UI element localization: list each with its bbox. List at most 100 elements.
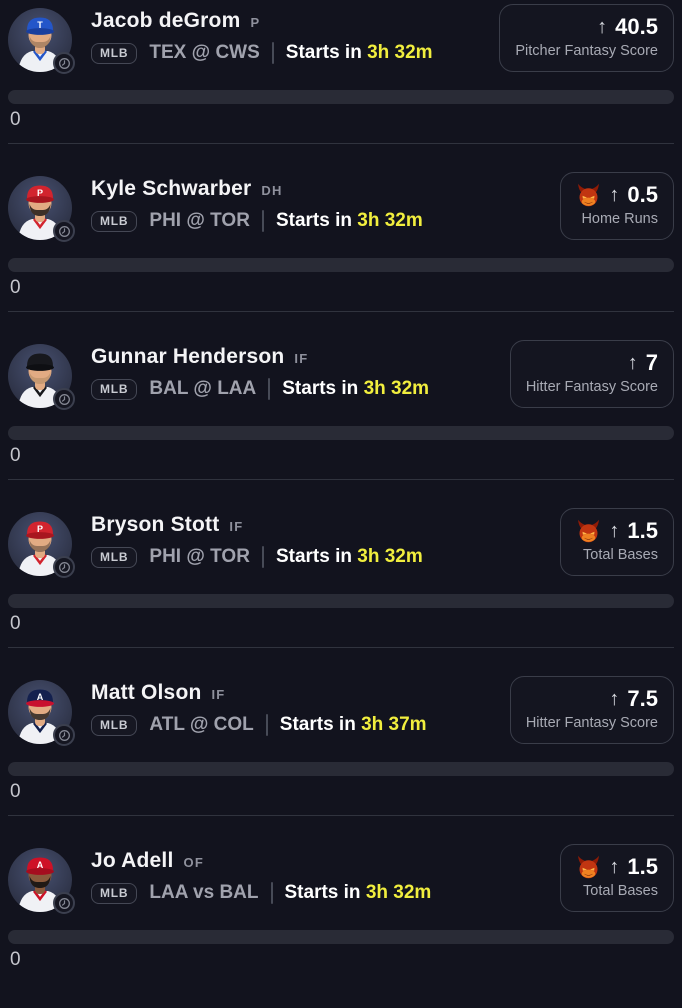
start-countdown: 3h 32m <box>363 378 430 399</box>
progress-bar <box>8 258 674 272</box>
start-time: Starts in 3h 37m <box>279 714 427 735</box>
player-photo-illustration: P <box>18 185 62 240</box>
progress-bar <box>8 90 674 104</box>
progress-bar <box>8 762 674 776</box>
start-time: Starts in 3h 32m <box>285 42 433 63</box>
player-card[interactable]: P Kyle Schwarber DH MLB PHI @ TOR Starts… <box>0 168 682 336</box>
player-card[interactable]: T Jacob deGrom P MLB TEX @ CWS Starts in… <box>0 0 682 168</box>
player-avatar: A <box>8 680 75 746</box>
progress-value: 0 <box>10 109 21 130</box>
matchup: TEX @ CWS <box>149 42 260 63</box>
section-divider <box>8 479 674 480</box>
league-badge: MLB <box>91 714 138 736</box>
start-time: Starts in 3h 32m <box>282 378 430 399</box>
arrow-up-icon: ↑ <box>627 352 638 375</box>
player-name: Matt Olson <box>91 681 202 704</box>
stat-projection-box[interactable]: ↑ 40.5 Pitcher Fantasy Score <box>499 4 674 73</box>
stat-label: Hitter Fantasy Score <box>525 379 658 396</box>
section-divider <box>8 647 674 648</box>
stat-value: 1.5 <box>627 518 658 543</box>
start-countdown: 3h 32m <box>357 546 423 567</box>
player-photo-illustration: A <box>18 857 62 912</box>
player-avatar: P <box>8 512 75 578</box>
player-info: Gunnar Henderson IF MLB BAL @ LAA Starts… <box>91 344 429 400</box>
cap-letter: A <box>37 692 44 702</box>
stat-projection-box[interactable]: ↑ 0.5 Home Runs <box>560 172 674 241</box>
stat-value: 7.5 <box>627 686 658 711</box>
arrow-up-icon: ↑ <box>597 16 608 39</box>
player-card-row: P Kyle Schwarber DH MLB PHI @ TOR Starts… <box>8 168 674 250</box>
clock-icon <box>53 556 75 578</box>
league-badge: MLB <box>91 42 138 64</box>
stat-projection-box[interactable]: ↑ 1.5 Total Bases <box>560 508 674 577</box>
meta-separator <box>271 42 274 64</box>
stat-value: 0.5 <box>627 182 658 207</box>
player-avatar: T <box>8 8 75 74</box>
player-card[interactable]: P Bryson Stott IF MLB PHI @ TOR Starts i… <box>0 504 682 672</box>
stat-projection-box[interactable]: ↑ 1.5 Total Bases <box>560 844 674 913</box>
player-card-row: T Jacob deGrom P MLB TEX @ CWS Starts in… <box>8 0 674 82</box>
matchup: PHI @ TOR <box>149 546 250 567</box>
clock-icon <box>53 52 75 74</box>
start-time: Starts in 3h 32m <box>275 546 423 567</box>
section-divider <box>8 311 674 312</box>
stat-label: Total Bases <box>583 883 658 900</box>
demon-icon <box>578 183 600 207</box>
player-name: Jo Adell <box>91 849 174 872</box>
demon-icon <box>578 519 600 543</box>
league-badge: MLB <box>91 546 138 568</box>
arrow-up-icon: ↑ <box>609 688 620 711</box>
player-photo: T <box>8 8 72 72</box>
player-info: Jo Adell OF MLB LAA vs BAL Starts in 3h … <box>91 848 431 904</box>
section-divider <box>8 143 674 144</box>
player-card[interactable]: A Jo Adell OF MLB LAA vs BAL Starts in 3… <box>0 840 682 1008</box>
section-divider <box>8 815 674 816</box>
stat-projection-box[interactable]: ↑ 7 Hitter Fantasy Score <box>509 340 674 409</box>
player-card[interactable]: A Matt Olson IF MLB ATL @ COL Starts in … <box>0 672 682 840</box>
clock-icon <box>53 892 75 914</box>
cap-letter: P <box>37 188 43 198</box>
progress-bar <box>8 426 674 440</box>
player-info: Bryson Stott IF MLB PHI @ TOR Starts in … <box>91 512 423 568</box>
player-photo-illustration <box>18 353 62 408</box>
player-card-row: A Matt Olson IF MLB ATL @ COL Starts in … <box>8 672 674 754</box>
progress-value: 0 <box>10 445 21 466</box>
player-photo: A <box>8 680 72 744</box>
cap-letter: T <box>37 20 43 30</box>
stat-value: 1.5 <box>627 854 658 879</box>
player-name: Bryson Stott <box>91 513 220 536</box>
meta-separator <box>265 714 268 736</box>
stat-projection-box[interactable]: ↑ 7.5 Hitter Fantasy Score <box>509 676 674 745</box>
player-name: Kyle Schwarber <box>91 177 252 200</box>
meta-separator <box>270 882 273 904</box>
player-photo-illustration: P <box>18 521 62 576</box>
clock-icon <box>53 388 75 410</box>
arrow-up-icon: ↑ <box>609 184 620 207</box>
demon-icon <box>578 855 600 879</box>
clock-icon <box>53 220 75 242</box>
stat-value: 7 <box>645 350 658 375</box>
progress-bar <box>8 930 674 944</box>
player-info: Matt Olson IF MLB ATL @ COL Starts in 3h… <box>91 680 427 736</box>
player-card-row: P Bryson Stott IF MLB PHI @ TOR Starts i… <box>8 504 674 586</box>
player-info: Jacob deGrom P MLB TEX @ CWS Starts in 3… <box>91 8 433 64</box>
player-photo-illustration: A <box>18 689 62 744</box>
stat-value: 40.5 <box>615 14 658 39</box>
progress-bar <box>8 594 674 608</box>
start-time: Starts in 3h 32m <box>284 882 432 903</box>
cap-letter: A <box>37 860 44 870</box>
league-badge: MLB <box>91 378 138 400</box>
player-card[interactable]: Gunnar Henderson IF MLB BAL @ LAA Starts… <box>0 336 682 504</box>
stat-label: Home Runs <box>581 211 658 228</box>
league-badge: MLB <box>91 210 138 232</box>
clock-icon <box>53 724 75 746</box>
player-position: IF <box>294 351 309 366</box>
player-info: Kyle Schwarber DH MLB PHI @ TOR Starts i… <box>91 176 423 232</box>
player-photo-illustration: T <box>18 17 62 72</box>
matchup: LAA vs BAL <box>149 882 259 903</box>
meta-separator <box>261 210 264 232</box>
meta-separator <box>268 378 271 400</box>
meta-separator <box>261 546 264 568</box>
progress-value: 0 <box>10 277 21 298</box>
start-countdown: 3h 37m <box>361 714 427 735</box>
